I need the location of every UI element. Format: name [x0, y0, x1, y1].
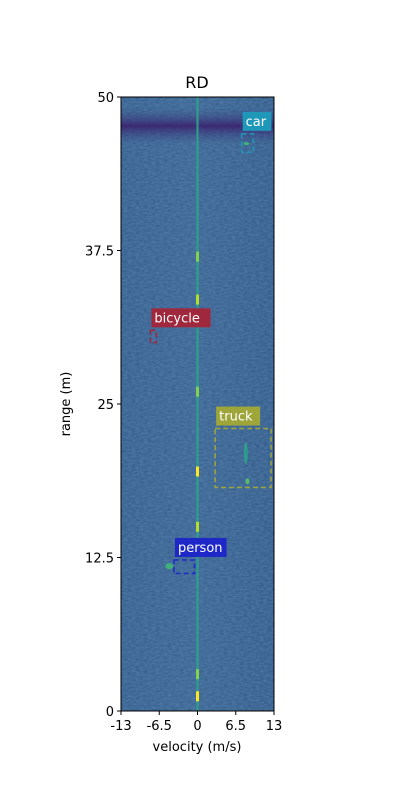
chart-title: RD [185, 73, 208, 92]
y-tick-label: 12.5 [85, 552, 114, 567]
x-axis: -13 -6.5 0 6.5 13 [110, 711, 282, 734]
detection-label: truck [219, 410, 253, 425]
zero-doppler-peak [196, 252, 199, 262]
x-axis-title: velocity (m/s) [153, 740, 242, 755]
x-tick-label: -13 [110, 719, 131, 734]
detection-label: car [246, 115, 267, 130]
detection-label: bicycle [154, 311, 199, 326]
x-tick-label: 6.5 [225, 719, 246, 734]
zero-doppler-peak [196, 295, 199, 305]
y-axis: 0 12.5 25 37.5 50 [85, 91, 121, 720]
target-return [246, 478, 250, 484]
x-tick-label: -6.5 [147, 719, 172, 734]
y-tick-label: 0 [106, 705, 114, 720]
y-axis-title: range (m) [59, 372, 74, 437]
zero-doppler-peak [196, 522, 199, 532]
target-return [243, 142, 249, 145]
target-return [165, 563, 173, 569]
detection-label: person [178, 541, 223, 556]
zero-doppler-peak [196, 467, 199, 477]
heatmap-area [121, 97, 274, 711]
y-tick-label: 25 [97, 398, 114, 413]
zero-doppler-peak [196, 387, 199, 397]
y-tick-label: 37.5 [85, 245, 114, 260]
x-tick-label: 13 [266, 719, 283, 734]
y-tick-label: 50 [97, 91, 114, 106]
zero-doppler-peak [196, 691, 199, 701]
zero-doppler-peak [196, 669, 199, 679]
x-tick-label: 0 [193, 719, 201, 734]
zero-doppler-ridge [196, 97, 199, 711]
target-return [244, 442, 248, 464]
